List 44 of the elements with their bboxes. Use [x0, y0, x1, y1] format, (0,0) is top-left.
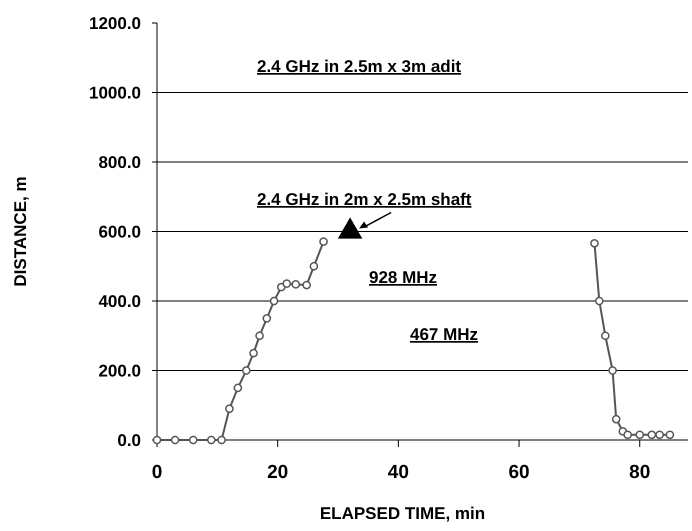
x-axis-title: ELAPSED TIME, min	[320, 504, 486, 523]
point	[612, 414, 621, 424]
point	[170, 436, 180, 444]
point	[647, 430, 656, 440]
y-tick-label: 200.0	[98, 361, 141, 380]
x-tick-label: 60	[508, 462, 530, 483]
point	[655, 430, 664, 440]
annotation: 928 MHz	[369, 268, 438, 287]
point	[262, 314, 272, 323]
point	[270, 296, 278, 306]
annotation: 467 MHz	[410, 325, 478, 344]
y-tick-label: 600.0	[98, 222, 141, 242]
y-tick-label: 1200.0	[89, 14, 141, 33]
point	[206, 436, 216, 444]
x-tick-label: 20	[267, 462, 288, 483]
point	[234, 384, 242, 392]
y-tick-label: 0.0	[117, 430, 141, 450]
x-tick-label: 40	[388, 462, 409, 483]
point	[188, 436, 198, 444]
x-tick-label: 0	[152, 462, 162, 483]
point	[666, 430, 674, 440]
point	[217, 436, 226, 444]
point	[282, 279, 292, 288]
point	[255, 331, 264, 340]
y-tick-label: 800.0	[98, 152, 141, 172]
point	[225, 404, 234, 414]
point	[242, 366, 251, 375]
point	[635, 430, 644, 440]
point	[601, 331, 610, 340]
point	[319, 237, 328, 246]
point	[249, 348, 258, 358]
y-tick-label: 1000.0	[89, 83, 141, 102]
x-tick-label: 80	[629, 462, 650, 483]
point	[594, 296, 604, 306]
point	[590, 239, 599, 248]
y-tick-label: 400.0	[98, 292, 141, 311]
point	[302, 280, 311, 290]
y-axis-title: DISTANCE, m	[11, 176, 30, 287]
point	[608, 366, 617, 375]
point	[623, 430, 632, 440]
point	[310, 262, 318, 271]
point	[291, 280, 300, 289]
annotation: 2.4 GHz in 2.5m x 3m adit	[257, 57, 462, 76]
annotation: 2.4 GHz in 2m x 2.5m shaft	[257, 190, 472, 209]
